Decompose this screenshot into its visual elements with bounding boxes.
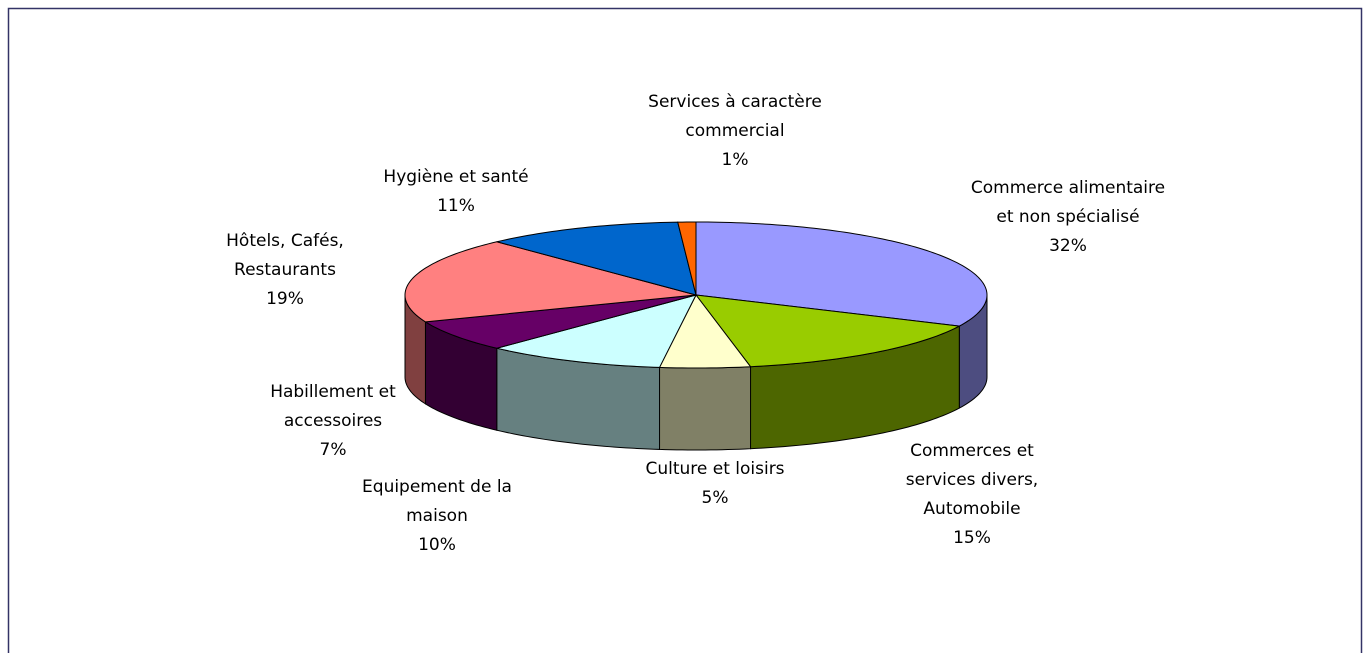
data-label-value: 11% <box>437 196 475 216</box>
slice <box>694 294 961 368</box>
data-label-value: 32% <box>1049 236 1087 256</box>
data-label-value: 5% <box>702 488 729 508</box>
pie-walls <box>404 294 988 451</box>
data-label-name: Services à caractère commercial <box>648 92 822 141</box>
data-label-value: 7% <box>320 440 347 460</box>
data-label-name: Habillement et accessoires <box>270 382 396 431</box>
data-label-value: 15% <box>953 528 991 548</box>
data-label-value: 19% <box>266 289 304 309</box>
slice <box>677 221 697 296</box>
slice <box>404 241 697 323</box>
data-label-value: 1% <box>722 150 749 170</box>
data-label-name: Commerce alimentaire et non spécialisé <box>971 178 1165 227</box>
data-label-name: Equipement de la maison <box>362 477 512 526</box>
slice <box>658 294 752 369</box>
slice <box>695 221 988 327</box>
slice <box>423 294 697 349</box>
data-label-name: Hôtels, Cafés, Restaurants <box>226 231 344 280</box>
data-label-value: 10% <box>418 535 456 555</box>
pie-tops <box>404 221 988 369</box>
slice-side <box>659 366 752 451</box>
slice <box>496 294 697 368</box>
data-label-name: Commerces et services divers, Automobile <box>906 441 1038 519</box>
slice <box>496 221 697 296</box>
data-label-name: Culture et loisirs <box>645 459 784 479</box>
data-label-name: Hygiène et santé <box>383 167 528 187</box>
